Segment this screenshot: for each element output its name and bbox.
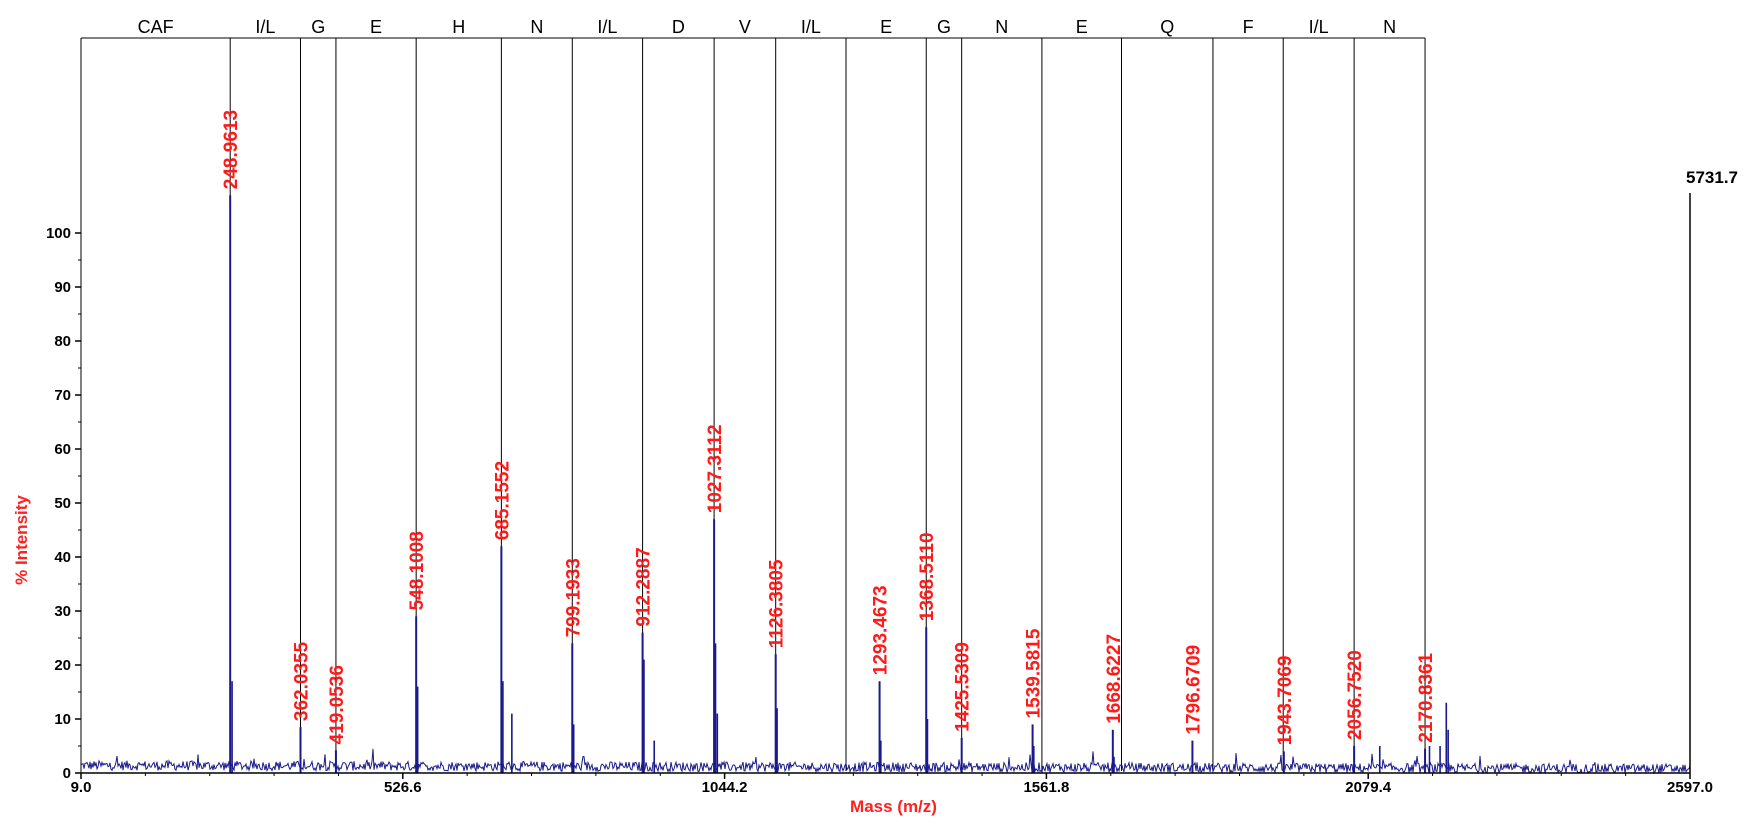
peak-label: 685.1552 <box>492 461 513 540</box>
x-tick-label: 1561.8 <box>1023 779 1069 796</box>
residue-label: I/L <box>255 17 275 37</box>
axes <box>80 160 1691 774</box>
y-tick-label: 70 <box>54 387 71 404</box>
residue-label: Q <box>1160 17 1174 37</box>
residue-label: N <box>1383 17 1396 37</box>
y-tick-label: 40 <box>54 549 71 566</box>
residue-label: H <box>452 17 465 37</box>
noise-trace <box>80 748 1691 775</box>
residue-label: I/L <box>597 17 617 37</box>
peak-label: 912.2887 <box>634 547 655 626</box>
x-tick-label: 2079.4 <box>1345 779 1392 796</box>
residue-label: N <box>530 17 543 37</box>
y-tick-label: 20 <box>54 657 71 674</box>
peak-label: 248.9613 <box>221 110 242 189</box>
residue-label: I/L <box>1309 17 1329 37</box>
residue-label: V <box>739 17 751 37</box>
y-tick-label: 90 <box>54 279 71 296</box>
peak-label: 362.0355 <box>291 641 312 721</box>
peak-label: 1126.3805 <box>767 559 788 648</box>
peak-label: 419.0536 <box>327 665 348 744</box>
minor-peaks <box>231 643 1449 773</box>
peak-labels: 248.9613 362.0355 419.0536 548.1008 685.1552… <box>221 110 1437 745</box>
y-tick-label: 50 <box>54 495 71 512</box>
residue-label: G <box>311 17 325 37</box>
residue-label: N <box>995 17 1008 37</box>
x-tick-label: 9.0 <box>71 779 92 796</box>
peak-label: 548.1008 <box>407 531 428 610</box>
peak-label: 1027.3112 <box>705 424 726 513</box>
peak-label: 1943.7069 <box>1275 656 1296 746</box>
residue-label: E <box>1076 17 1088 37</box>
peak-label: 1668.6227 <box>1104 634 1125 724</box>
y-axis-title: % Intensity <box>12 495 31 585</box>
peak-label: 2056.7520 <box>1345 650 1366 740</box>
residue-label: E <box>370 17 382 37</box>
residue-label: CAF <box>138 17 174 37</box>
x-tick-label: 526.6 <box>384 779 422 796</box>
x-tick-label: 2597.0 <box>1667 779 1713 796</box>
y-tick-label: 60 <box>54 441 71 458</box>
x-axis-title: Mass (m/z) <box>850 797 937 816</box>
peak-label: 1539.5815 <box>1024 628 1045 718</box>
y-tick-label: 100 <box>46 225 71 242</box>
residue-label: D <box>672 17 685 37</box>
y-tick-label: 0 <box>63 765 71 782</box>
peak-label: 1796.6709 <box>1183 645 1204 735</box>
sequence-ladder: CAF I/L G E H N I/L D V I/L E G N E Q F I/L N <box>80 17 1426 771</box>
peaks <box>229 195 1427 773</box>
x-tick-label: 1044.2 <box>702 779 748 796</box>
residue-label: F <box>1243 17 1254 37</box>
y-tick-label: 30 <box>54 603 71 620</box>
y-tick-label: 80 <box>54 333 71 350</box>
peak-label: 1293.4673 <box>871 585 892 675</box>
y-tick-label: 10 <box>54 711 71 728</box>
residue-label: E <box>880 17 892 37</box>
residue-label: I/L <box>801 17 821 37</box>
max-intensity-label: 5731.7 <box>1686 168 1738 187</box>
peak-label: 1368.5110 <box>917 532 938 621</box>
baseline-noise <box>80 748 1691 775</box>
peak-label: 1425.5309 <box>953 642 974 732</box>
peak-label: 799.1933 <box>563 558 584 637</box>
residue-label: G <box>937 17 951 37</box>
ticks: 0 10 20 30 40 50 60 70 80 90 100 9.0 526.6 1044.2 1561… <box>46 225 1713 796</box>
peak-label: 2170.8361 <box>1416 652 1437 742</box>
